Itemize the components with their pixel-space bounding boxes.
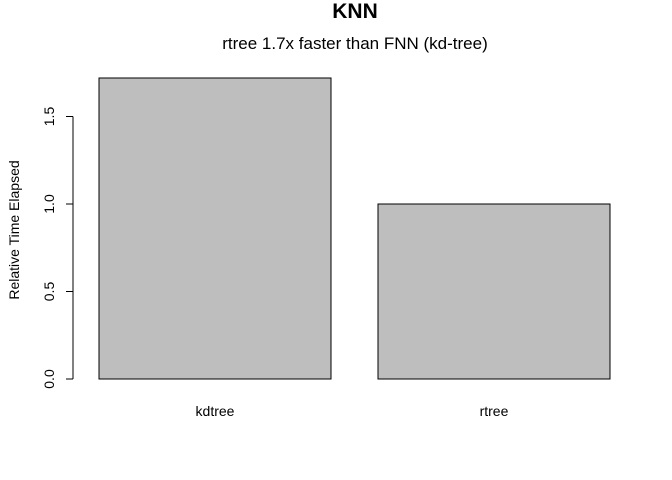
chart-title: KNN xyxy=(332,0,378,23)
chart-subtitle: rtree 1.7x faster than FNN (kd-tree) xyxy=(222,34,487,53)
y-axis-label: Relative Time Elapsed xyxy=(6,160,22,299)
x-axis-category-labels: kdtree rtree xyxy=(196,403,509,419)
y-tick-label: 1.0 xyxy=(41,194,57,214)
y-tick-label: 1.5 xyxy=(41,107,57,127)
y-axis: 0.0 0.5 1.0 1.5 xyxy=(41,107,74,389)
y-tick-label: 0.0 xyxy=(41,369,57,389)
bars-group xyxy=(98,77,611,380)
x-category-label: kdtree xyxy=(196,403,235,419)
bar-kdtree xyxy=(98,77,332,380)
bar-rtree xyxy=(377,203,611,380)
x-category-label: rtree xyxy=(480,403,509,419)
y-tick-label: 0.5 xyxy=(41,282,57,302)
